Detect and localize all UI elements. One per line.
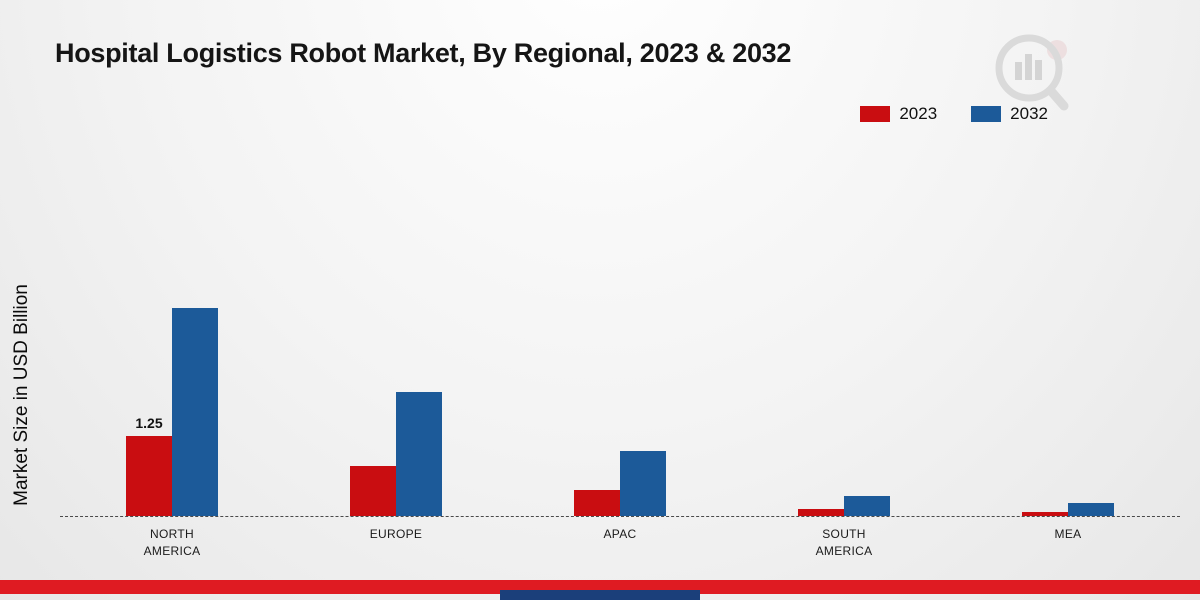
plot-area: 1.25 NORTH AMERICA EUROPE APAC SOUTH AMERICA… bbox=[60, 286, 1180, 558]
category-label-north-america: NORTH AMERICA bbox=[143, 527, 201, 558]
footer-red-band bbox=[0, 580, 1200, 594]
legend-swatch-2032 bbox=[971, 106, 1002, 122]
bar-2023-mea bbox=[1022, 512, 1068, 516]
bar-2023-north-america: 1.25 bbox=[126, 415, 172, 516]
bar-2023-south-america bbox=[798, 509, 844, 516]
bar-group-south-america: SOUTH AMERICA bbox=[798, 496, 890, 558]
mrfr-logo-watermark-icon bbox=[985, 28, 1077, 121]
legend-label-2032: 2032 bbox=[1010, 104, 1048, 123]
category-label-apac: APAC bbox=[603, 527, 637, 541]
category-label-south-america: SOUTH AMERICA bbox=[815, 527, 873, 558]
y-axis-label: Market Size in USD Billion bbox=[11, 284, 32, 506]
bar-2032-europe bbox=[396, 392, 442, 516]
legend-item-2032: 2032 bbox=[971, 104, 1048, 124]
bar-2032-mea bbox=[1068, 503, 1114, 516]
x-axis-baseline bbox=[60, 516, 1180, 517]
legend-swatch-2023 bbox=[860, 106, 891, 122]
legend-label-2023: 2023 bbox=[899, 104, 938, 123]
bar-2032-north-america bbox=[172, 308, 218, 516]
legend: 2023 2032 bbox=[860, 104, 1048, 124]
bar-value-label-2023-north-america: 1.25 bbox=[135, 415, 163, 431]
category-label-mea: MEA bbox=[1054, 527, 1082, 541]
bar-2032-apac bbox=[620, 451, 666, 516]
bar-2023-apac bbox=[574, 490, 620, 516]
footer-brand-block bbox=[500, 590, 700, 600]
category-label-europe: EUROPE bbox=[369, 527, 423, 541]
legend-item-2023: 2023 bbox=[860, 104, 937, 124]
bar-group-north-america: 1.25 NORTH AMERICA bbox=[126, 308, 218, 558]
bar-2032-south-america bbox=[844, 496, 890, 516]
bar-group-apac: APAC bbox=[574, 451, 666, 541]
bar-2023-europe bbox=[350, 466, 396, 516]
bar-group-europe: EUROPE bbox=[350, 392, 442, 541]
bar-group-mea: MEA bbox=[1022, 503, 1114, 541]
chart-title: Hospital Logistics Robot Market, By Regi… bbox=[55, 38, 792, 68]
